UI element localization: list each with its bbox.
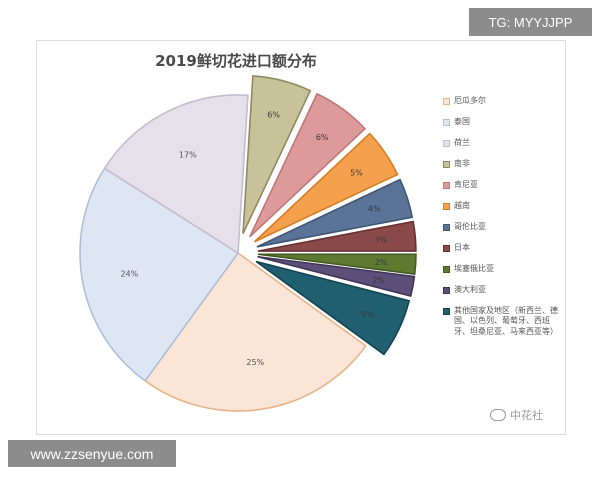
legend-swatch (443, 307, 450, 315)
slice-label-2: 17% (179, 150, 197, 159)
slice-label-9: 2% (372, 276, 385, 285)
legend-item-4: 肯尼亚 (443, 180, 563, 190)
watermark-top: TG: MYYJJPP (469, 8, 592, 36)
pie-slice-8 (257, 253, 417, 275)
pie-slice-4 (249, 92, 367, 238)
legend-swatch (443, 139, 450, 147)
pie-slice-1 (79, 167, 240, 382)
legend-item-5: 越南 (443, 201, 563, 211)
legend-label: 南非 (454, 158, 470, 168)
wechat-icon (490, 409, 506, 421)
watermark-bottom: www.zzsenyue.com (8, 440, 176, 467)
legend-label: 埃塞俄比亚 (454, 263, 494, 273)
legend-swatch (443, 286, 450, 294)
slice-label-4: 6% (316, 133, 329, 142)
legend-label: 肯尼亚 (454, 179, 478, 189)
chart-legend: 厄瓜多尔泰国荷兰南非肯尼亚越南哥伦比亚日本埃塞俄比亚澳大利亚其他国家及地区（新西… (443, 96, 563, 348)
legend-swatch (443, 160, 450, 168)
slice-label-0: 25% (246, 358, 264, 367)
slice-label-3: 6% (267, 110, 280, 119)
slice-label-6: 4% (368, 205, 381, 214)
pie-slice-7 (257, 220, 417, 252)
legend-label: 哥伦比亚 (454, 221, 486, 231)
legend-item-7: 日本 (443, 243, 563, 253)
pie-slice-6 (256, 178, 414, 248)
pie-slice-5 (253, 132, 399, 243)
legend-swatch (443, 98, 450, 105)
brand-name: 中花社 (510, 409, 543, 422)
legend-label: 荷兰 (454, 137, 470, 147)
pie-slice-2 (103, 94, 249, 255)
legend-label: 澳大利亚 (454, 284, 486, 294)
legend-label: 日本 (454, 242, 470, 252)
legend-label: 其他国家及地区（新西兰、德国、以色列、葡萄牙、西班牙、坦桑尼亚、马来西亚等） (454, 305, 558, 336)
legend-label: 泰国 (454, 116, 470, 126)
legend-item-1: 泰国 (443, 117, 563, 127)
legend-item-9: 澳大利亚 (443, 285, 563, 295)
chart-title: 2019鲜切花进口额分布 (155, 52, 317, 70)
legend-swatch (443, 118, 450, 126)
legend-swatch (443, 244, 450, 252)
pie-slice-10 (255, 260, 411, 356)
legend-item-2: 荷兰 (443, 138, 563, 148)
legend-item-6: 哥伦比亚 (443, 222, 563, 232)
pie-slice-3 (242, 75, 312, 234)
slice-label-7: 3% (374, 236, 387, 245)
legend-swatch (443, 223, 450, 231)
pie-slice-0 (144, 251, 367, 412)
slice-label-8: 2% (375, 258, 388, 267)
legend-label: 越南 (454, 200, 470, 210)
slice-label-5: 5% (350, 168, 363, 177)
legend-swatch (443, 202, 450, 210)
legend-swatch (443, 181, 450, 189)
legend-item-8: 埃塞俄比亚 (443, 264, 563, 274)
legend-item-0: 厄瓜多尔 (443, 96, 563, 106)
legend-swatch (443, 265, 450, 273)
legend-item-3: 南非 (443, 159, 563, 169)
brand-mark: 中花社 (490, 407, 543, 423)
legend-item-10: 其他国家及地区（新西兰、德国、以色列、葡萄牙、西班牙、坦桑尼亚、马来西亚等） (443, 306, 563, 337)
slice-label-1: 24% (120, 270, 138, 279)
legend-label: 厄瓜多尔 (454, 96, 486, 105)
slice-label-10: 6% (361, 310, 374, 319)
pie-slice-9 (257, 255, 416, 298)
